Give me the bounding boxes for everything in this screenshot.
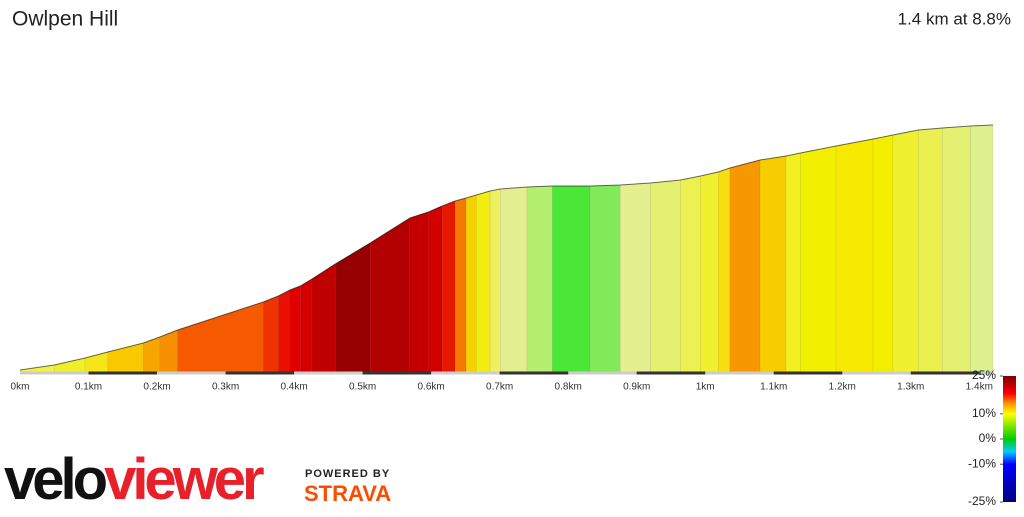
gradient-segment: [759, 155, 787, 373]
brand-logo: veloviewer: [4, 447, 264, 512]
x-tick-label: 1.3km: [897, 382, 924, 393]
gradient-segment: [785, 152, 801, 373]
x-tick-label: 1.2km: [829, 382, 856, 393]
gradient-segment: [278, 289, 291, 373]
brand-viewer: viewer: [104, 447, 264, 512]
gradient-segment: [552, 185, 591, 373]
gradient-segment: [409, 211, 429, 373]
x-tick-label: 0km: [11, 382, 30, 393]
x-tick-label: 0.2km: [143, 382, 170, 393]
x-tick-label: 0.6km: [418, 382, 445, 393]
colorbar-label: -10%: [968, 456, 996, 470]
gradient-segment: [835, 138, 874, 373]
gradient-segment: [650, 179, 681, 373]
x-tick-label: 0.5km: [349, 382, 376, 393]
x-tick-label: 1km: [696, 382, 715, 393]
gradient-segment: [942, 125, 971, 373]
gradient-segment: [300, 278, 313, 373]
gradient-segment: [311, 263, 336, 373]
colorbar-label: -25%: [968, 494, 996, 508]
chart-title: Owlpen Hill: [12, 8, 118, 31]
profile-line: [19, 124, 994, 371]
gradient-segment: [454, 197, 467, 373]
chart-subtitle: 1.4 km at 8.8%: [898, 9, 1011, 28]
colorbar-label: 10%: [972, 406, 996, 420]
gradient-segment: [441, 200, 456, 373]
gradient-segment: [717, 167, 731, 373]
gradient-segment: [334, 242, 371, 373]
gradient-segment: [289, 285, 301, 373]
gradient-segment: [892, 129, 919, 373]
powered-by: POWERED BY: [305, 468, 390, 480]
gradient-segment: [680, 175, 701, 373]
gradient-segment: [526, 185, 553, 373]
x-tick-label: 0.1km: [75, 382, 102, 393]
gradient-segment: [476, 190, 491, 373]
x-tick-label: 0.3km: [212, 382, 239, 393]
gradient-segment: [619, 182, 651, 373]
gradient-segment: [800, 145, 837, 373]
colorbar-label: 0%: [979, 431, 997, 445]
gradient-segment: [177, 301, 264, 373]
gradient-segment: [589, 184, 621, 373]
gradient-segment: [263, 295, 279, 373]
x-tick-label: 1.4km: [966, 382, 993, 393]
gradient-segment: [918, 127, 943, 373]
brand-velo: velo: [4, 447, 107, 512]
gradient-segment: [54, 357, 86, 373]
x-tick-label: 0.8km: [555, 382, 582, 393]
strava-logo: STRAVA: [304, 481, 391, 506]
gradient-segment: [489, 188, 501, 373]
x-tick-label: 0.7km: [486, 382, 513, 393]
x-tick-label: 0.4km: [280, 382, 307, 393]
x-tick-label: 1.1km: [760, 382, 787, 393]
gradient-segment: [872, 134, 894, 373]
gradient-segment: [970, 124, 994, 373]
gradient-segment: [729, 159, 761, 373]
colorbar: [1003, 376, 1016, 502]
gradient-segment: [465, 194, 477, 373]
gradient-segment: [700, 171, 719, 373]
colorbar-label: 25%: [972, 368, 996, 382]
gradient-segment: [369, 217, 411, 373]
gradient-segment: [500, 186, 528, 373]
x-tick-label: 0.9km: [623, 382, 650, 393]
gradient-segment: [428, 205, 443, 373]
